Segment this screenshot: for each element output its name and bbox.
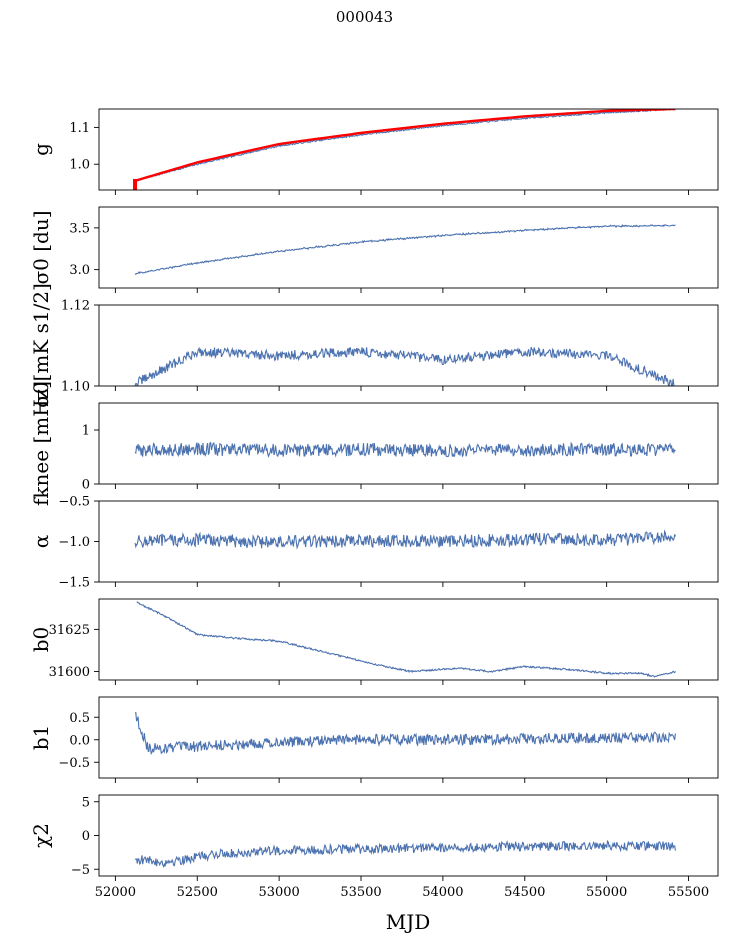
series-sigma0-mks xyxy=(134,346,676,386)
ytick-label-sigma0-mks: 1.10 xyxy=(61,380,90,395)
ytick-label-sigma0-du: 3.0 xyxy=(69,263,90,278)
series-chi2 xyxy=(134,839,676,868)
ytick-label-b1: −0.5 xyxy=(58,756,90,771)
panel-g: 1.0 1.1 g xyxy=(29,108,719,195)
axes-frame-g xyxy=(98,108,719,191)
ytick-label-fknee: 0 xyxy=(82,478,90,493)
xtick-label: 54000 xyxy=(422,885,463,900)
xtick-label: 53500 xyxy=(340,885,381,900)
panel-b1: −0.5 0.0 0.5 b1 xyxy=(29,696,719,783)
series-b0 xyxy=(136,601,676,678)
ytick-label-sigma0-du: 3.5 xyxy=(69,221,90,236)
ytick-label-b1: 0.5 xyxy=(69,711,90,726)
ylabel-g: g xyxy=(29,143,53,156)
ytick-label-sigma0-mks: 1.12 xyxy=(61,299,90,314)
series-g xyxy=(134,109,676,182)
ylabel-b1: b1 xyxy=(29,725,53,751)
xtick-label: 55000 xyxy=(586,885,627,900)
ylabel-sigma0-du: σ0 [du] xyxy=(29,210,53,284)
ylabel-b0: b0 xyxy=(29,627,53,653)
xtick-label: 53000 xyxy=(258,885,299,900)
ytick-label-g: 1.0 xyxy=(69,158,90,173)
axes-frame-chi2 xyxy=(98,794,719,877)
axes-frame-fknee xyxy=(98,402,719,485)
xtick-label: 54500 xyxy=(504,885,545,900)
xtick-label: 52500 xyxy=(177,885,218,900)
xtick-label: 52000 xyxy=(95,885,136,900)
axes-frame-sigma0-du xyxy=(98,206,719,289)
ytick-label-chi2: −5 xyxy=(71,863,90,878)
ytick-label-alpha: −1.0 xyxy=(58,535,90,550)
panel-sigma0-mks: 1.10 1.12 σ0[mK s1/2] xyxy=(29,283,719,408)
axes-frame-b1 xyxy=(98,696,719,779)
series-sigma0-du xyxy=(134,224,676,275)
chart-title: 000043 xyxy=(336,8,393,26)
ytick-label-alpha: −0.5 xyxy=(58,495,90,510)
ytick-label-b1: 0.0 xyxy=(69,733,90,748)
series-alpha xyxy=(134,529,676,550)
ytick-label-chi2: 5 xyxy=(82,795,90,810)
ylabel-alpha: α xyxy=(29,535,53,549)
series-g-ref xyxy=(134,109,676,182)
panel-alpha: −1.5 −1.0 −0.5 α xyxy=(29,495,719,591)
panel-sigma0-du: 3.0 3.5 σ0 [du] xyxy=(29,206,719,293)
ytick-label-chi2: 0 xyxy=(82,829,90,844)
series-b1 xyxy=(134,711,676,756)
ytick-label-g: 1.1 xyxy=(69,121,90,136)
ylabel-fknee: fknee [mHz] xyxy=(29,381,53,506)
series-fknee xyxy=(134,441,676,459)
panel-chi2: −5 0 5 52000 52500 53000 53500 54000 54500 55000 5… xyxy=(29,794,719,900)
ytick-label-fknee: 1 xyxy=(82,424,90,439)
ytick-label-b0: 31600 xyxy=(49,665,90,680)
ylabel-chi2: χ2 xyxy=(29,823,53,848)
panel-fknee: 0 1 fknee [mHz] xyxy=(29,381,719,506)
axes-frame-b0 xyxy=(98,598,719,681)
ytick-label-alpha: −1.5 xyxy=(58,576,90,591)
xlabel: MJD xyxy=(386,910,431,934)
ylabel-sigma0-mks: σ0[mK s1/2] xyxy=(29,283,53,408)
axes-frame-sigma0-mks xyxy=(98,304,719,387)
ytick-label-b0: 31625 xyxy=(49,623,90,638)
xtick-label: 55500 xyxy=(668,885,709,900)
